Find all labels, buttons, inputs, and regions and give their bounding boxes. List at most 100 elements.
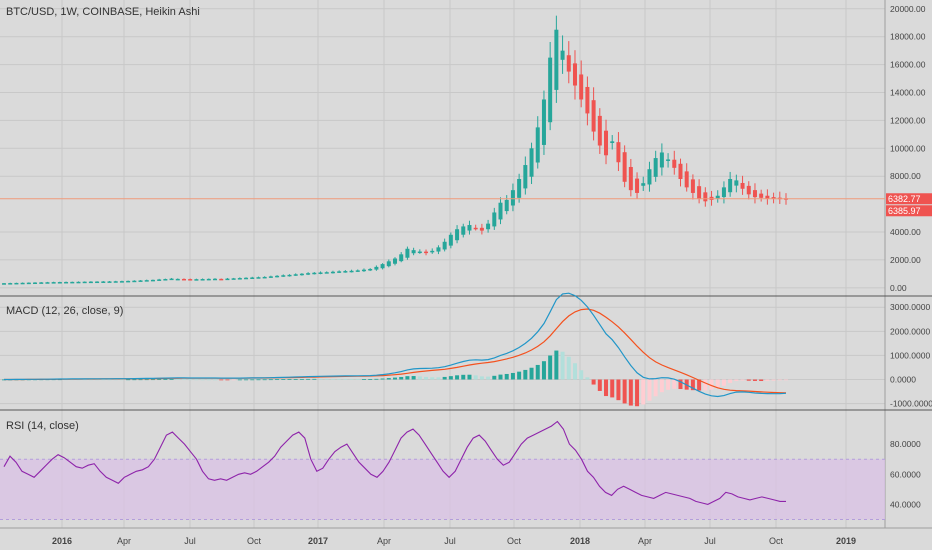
candle-body — [535, 127, 540, 163]
macd-histogram-bar — [144, 379, 149, 381]
candle-body — [318, 272, 323, 274]
candle-body — [51, 282, 56, 284]
rsi-title[interactable]: RSI (14, close) — [6, 420, 79, 432]
macd-histogram-bar — [299, 378, 304, 380]
macd-histogram-bar — [424, 376, 429, 380]
symbol-title[interactable]: BTC/USD, 1W, COINBASE, Heikin Ashi — [6, 6, 200, 18]
time-tick-label: Oct — [247, 536, 262, 546]
macd-histogram-bar — [765, 379, 770, 381]
macd-histogram-bar — [436, 377, 441, 380]
price-tick-label: 8000.00 — [890, 171, 921, 181]
macd-histogram-bar — [206, 379, 211, 381]
price-axis[interactable]: 20000.00 18000.00 16000.00 14000.00 12000.00… — [890, 4, 926, 293]
macd-histogram-bar — [467, 374, 472, 380]
macd-histogram-bar — [330, 378, 335, 380]
candle-body — [70, 281, 75, 284]
macd-line — [4, 292, 787, 398]
price-tick-label: 4000.00 — [890, 227, 921, 237]
time-axis[interactable]: 2016 Apr Jul Oct 2017 Apr Jul Oct 2018 Apr Jul Oct 2… — [52, 536, 856, 546]
candle-body — [45, 282, 50, 284]
candle-body — [107, 281, 112, 283]
candle-body — [262, 276, 267, 279]
price-tick-label: 12000.00 — [890, 115, 926, 125]
candle-body — [659, 152, 664, 168]
candle-body — [95, 281, 100, 284]
macd-histogram-bar — [343, 379, 348, 380]
macd-histogram-bar — [113, 379, 118, 381]
rsi-axis[interactable]: 80.0000 60.0000 40.0000 — [890, 439, 921, 509]
macd-histogram-bar — [163, 379, 168, 380]
candle-body — [244, 277, 249, 280]
candle-body — [194, 279, 199, 281]
candle-body — [690, 179, 695, 193]
macd-histogram-bar — [653, 379, 658, 397]
macd-histogram-bar — [666, 379, 671, 390]
macd-histogram-bar — [473, 375, 478, 380]
candle-body — [306, 273, 311, 275]
macd-histogram-bar — [616, 379, 621, 401]
time-tick-label: 2016 — [52, 536, 72, 546]
candle-body — [237, 278, 242, 280]
macd-histogram-bar — [448, 376, 453, 380]
candle-body — [82, 281, 87, 284]
candle-body — [585, 86, 590, 114]
candle-body — [424, 251, 429, 254]
candle-body — [380, 264, 385, 269]
candle-body — [461, 226, 466, 235]
macd-histogram-bar — [777, 379, 782, 381]
macd-tick-label: -1000.0000 — [890, 399, 932, 409]
time-tick-label: Apr — [638, 536, 652, 546]
macd-histogram-bar — [523, 369, 528, 380]
macd-histogram-bar — [107, 379, 112, 381]
candle-body — [349, 270, 354, 273]
macd-histogram-bar — [157, 379, 162, 381]
macd-histogram-bar — [349, 379, 354, 380]
candle-body — [219, 278, 224, 281]
macd-histogram-bar — [566, 356, 571, 380]
price-tick-label: 14000.00 — [890, 87, 926, 97]
macd-histogram-bar — [697, 379, 702, 391]
macd-histogram-bar — [337, 378, 342, 380]
macd-histogram-bar — [126, 379, 131, 381]
macd-histogram-bar — [181, 379, 186, 381]
candle-body — [281, 275, 286, 277]
price-pane[interactable] — [2, 15, 788, 285]
candle-body — [157, 279, 162, 281]
macd-histogram-bar — [479, 376, 484, 380]
candle-body — [554, 29, 559, 90]
macd-histogram-bar — [380, 378, 385, 380]
candle-body — [411, 250, 416, 254]
candle-body — [225, 278, 230, 281]
macd-histogram-bar — [306, 378, 311, 380]
price-tick-label: 18000.00 — [890, 32, 926, 42]
time-tick-label: 2019 — [836, 536, 856, 546]
candle-body — [324, 272, 329, 274]
macd-title[interactable]: MACD (12, 26, close, 9) — [6, 305, 123, 317]
candle-body — [250, 277, 255, 279]
candle-body — [492, 212, 497, 227]
candle-body — [399, 254, 404, 262]
candle-body — [728, 178, 733, 193]
candle-body — [746, 185, 751, 195]
candle-body — [76, 281, 81, 284]
macd-histogram-bar — [219, 379, 224, 381]
macd-histogram-bar — [132, 379, 137, 381]
macd-histogram-bar — [784, 379, 788, 381]
macd-axis[interactable]: 3000.0000 2000.0000 1000.0000 0.0000 -1000.0… — [890, 302, 932, 408]
candle-body — [57, 282, 62, 284]
candle-body — [752, 190, 757, 198]
macd-histogram-bar — [728, 379, 733, 383]
candle-body — [64, 281, 69, 284]
macd-histogram-bar — [585, 377, 590, 380]
macd-histogram-bar — [771, 379, 776, 381]
candle-body — [610, 141, 615, 143]
price-tick-label: 2000.00 — [890, 255, 921, 265]
macd-histogram-bar — [138, 379, 143, 381]
macd-histogram-bar — [672, 379, 677, 389]
macd-pane[interactable] — [2, 292, 788, 407]
rsi-pane[interactable] — [3, 420, 786, 505]
candle-body — [405, 248, 410, 258]
macd-histogram-bar — [268, 379, 273, 381]
candle-body — [188, 279, 193, 281]
